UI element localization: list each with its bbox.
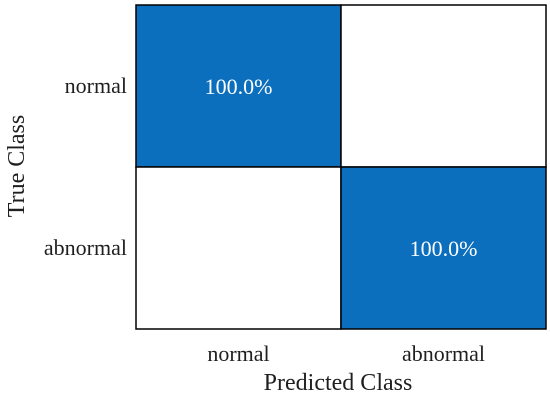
y-tick-normal: normal — [65, 73, 127, 98]
x-axis-label: Predicted Class — [264, 370, 413, 396]
x-tick-abnormal: abnormal — [402, 341, 485, 366]
matrix-cell-value-normal-normal: 100.0% — [205, 74, 273, 99]
y-tick-abnormal: abnormal — [44, 235, 127, 260]
matrix-cell-labels: 100.0% 100.0% — [205, 74, 478, 261]
matrix-cell-abnormal-normal — [135, 166, 342, 330]
matrix-cells — [135, 4, 547, 330]
y-axis-label: True Class — [4, 115, 30, 217]
matrix-cell-value-abnormal-abnormal: 100.0% — [410, 236, 478, 261]
y-tick-labels: normal abnormal — [44, 73, 127, 260]
x-tick-labels: normal abnormal — [207, 341, 485, 366]
matrix-cell-normal-abnormal — [340, 4, 547, 168]
matrix-cell-normal-normal — [135, 4, 342, 168]
matrix-cell-abnormal-abnormal — [340, 166, 547, 330]
x-tick-normal: normal — [207, 341, 269, 366]
